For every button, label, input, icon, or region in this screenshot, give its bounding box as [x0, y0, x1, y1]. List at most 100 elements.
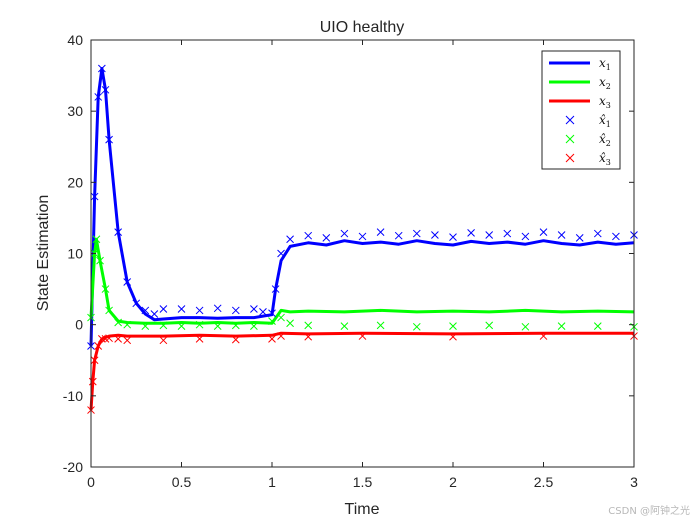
- series-1: [89, 237, 635, 325]
- series-line-2: [89, 237, 635, 325]
- data-point: [88, 377, 97, 386]
- data-point: [195, 306, 204, 315]
- series-0: [89, 67, 635, 347]
- legend: x1 x2 x3 x̂1 x̂2 x̂3: [541, 50, 621, 170]
- data-point: [177, 322, 186, 330]
- data-point: [150, 310, 159, 318]
- y-tick-label: 40: [67, 32, 83, 48]
- data-point: [213, 322, 222, 330]
- y-tick-label: -10: [63, 388, 83, 404]
- data-point: [231, 306, 240, 315]
- legend-marker-swatch: [565, 115, 575, 125]
- data-point: [132, 299, 141, 308]
- data-point: [98, 335, 106, 343]
- legend-item: x̂3: [565, 151, 611, 167]
- data-point: [286, 235, 294, 244]
- data-point: [431, 231, 439, 239]
- data-point: [92, 235, 101, 244]
- data-point: [231, 335, 240, 344]
- data-point: [101, 285, 110, 293]
- y-tick-label: 0: [75, 317, 83, 333]
- legend-label: x2: [599, 75, 611, 91]
- x-tick-label: 1: [268, 474, 276, 490]
- data-point: [268, 317, 276, 325]
- data-point: [114, 228, 123, 237]
- data-point: [521, 232, 530, 241]
- data-point: [412, 322, 421, 331]
- legend-item: x1: [549, 56, 611, 72]
- x-tick-label: 1.5: [353, 474, 373, 490]
- data-point: [277, 332, 285, 340]
- data-point: [340, 229, 349, 238]
- data-point: [271, 285, 280, 293]
- data-point: [94, 93, 103, 101]
- legend-label: x1: [599, 56, 611, 72]
- x-tick-label: 0: [87, 474, 95, 490]
- data-point: [268, 309, 276, 318]
- data-point: [96, 256, 104, 265]
- data-point: [358, 232, 367, 241]
- data-point: [159, 336, 168, 345]
- x-tick-label: 0.5: [172, 474, 192, 490]
- data-point: [213, 304, 222, 313]
- data-point: [123, 336, 132, 345]
- data-point: [340, 322, 349, 330]
- data-point: [268, 335, 276, 343]
- data-point: [521, 322, 530, 331]
- data-point: [449, 233, 457, 241]
- data-point: [250, 322, 258, 330]
- legend-label: x̂2: [599, 132, 611, 148]
- y-tick-label: 10: [67, 246, 83, 262]
- data-point: [141, 322, 150, 330]
- data-point: [593, 229, 602, 238]
- data-point: [177, 305, 186, 313]
- y-tick-label: 30: [67, 103, 83, 119]
- data-point: [304, 332, 313, 341]
- data-point: [304, 321, 313, 330]
- data-point: [105, 334, 113, 343]
- data-point: [304, 231, 313, 240]
- data-point: [250, 305, 258, 313]
- data-point: [90, 356, 99, 365]
- data-point: [467, 229, 475, 237]
- data-point: [277, 313, 285, 322]
- data-point: [557, 322, 566, 330]
- y-tick-label: -20: [63, 459, 83, 475]
- data-point: [101, 85, 110, 94]
- data-point: [105, 135, 113, 144]
- data-point: [485, 321, 494, 330]
- legend-label: x̂3: [599, 151, 611, 167]
- data-point: [159, 305, 168, 313]
- x-tick-label: 2.5: [534, 474, 554, 490]
- series-line-1: [89, 67, 635, 347]
- x-axis-label: Time: [345, 501, 380, 518]
- legend-item: x̂1: [565, 113, 611, 129]
- series-3: [87, 64, 638, 350]
- data-point: [98, 64, 106, 73]
- chart-title: UIO healthy: [320, 19, 404, 36]
- data-point: [376, 321, 385, 330]
- legend-item: x3: [549, 94, 611, 110]
- legend-item: x̂2: [565, 132, 611, 148]
- data-point: [503, 229, 512, 238]
- data-point: [277, 249, 285, 258]
- data-point: [557, 231, 566, 239]
- data-point: [412, 229, 421, 238]
- data-point: [195, 335, 204, 343]
- data-point: [259, 308, 267, 316]
- y-axis-label: State Estimation: [35, 195, 52, 312]
- data-point: [376, 228, 385, 237]
- data-point: [286, 319, 294, 328]
- x-tick-label: 2: [449, 474, 457, 490]
- data-point: [195, 320, 204, 329]
- data-point: [539, 332, 548, 340]
- series-5: [87, 332, 638, 414]
- data-point: [394, 231, 403, 240]
- data-point: [322, 233, 331, 242]
- axes: 0 0.5 1 1.5 2 2.5 3 -20 -10 0 10 20 30 40: [63, 32, 638, 490]
- data-point: [231, 321, 240, 330]
- data-point: [593, 322, 602, 330]
- data-point: [105, 306, 113, 315]
- data-point: [612, 232, 620, 241]
